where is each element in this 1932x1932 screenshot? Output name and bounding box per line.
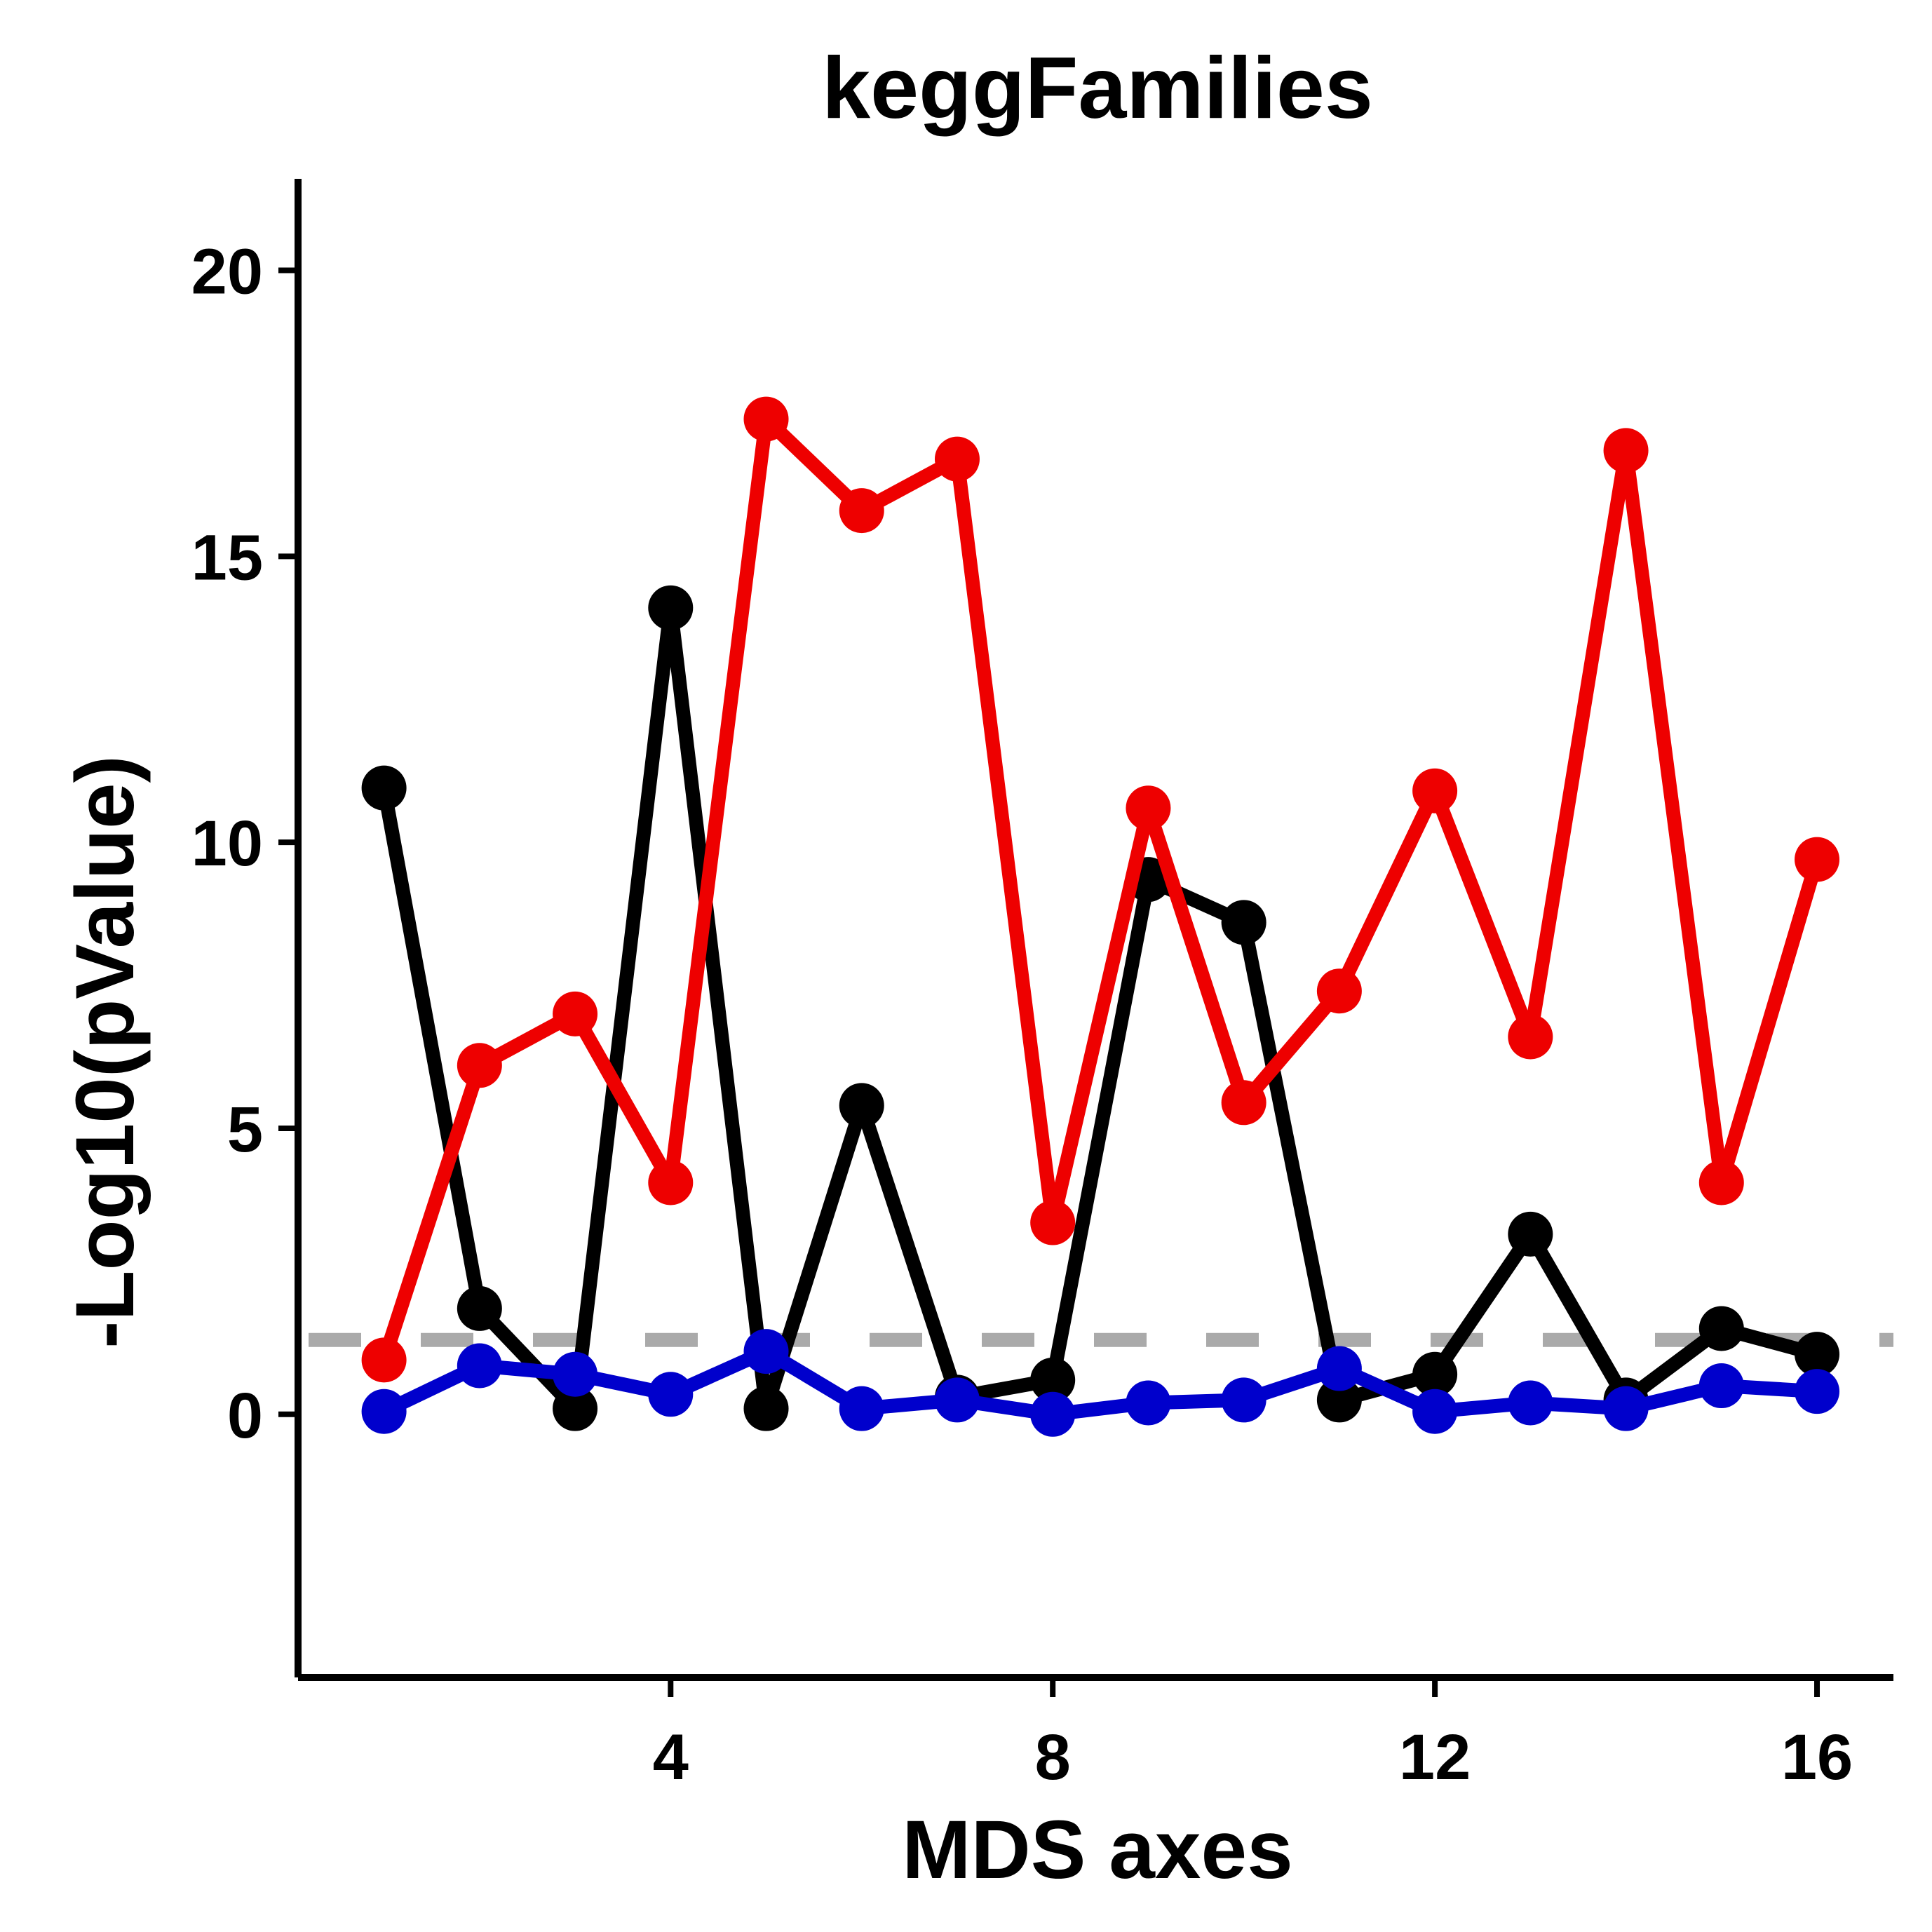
x-tick-label-0: 4 [653,1722,689,1793]
series-0-point-6 [839,1083,884,1128]
y-tick-label-3: 15 [191,522,263,593]
x-tick-label-2: 12 [1399,1722,1471,1793]
series-2-point-7 [934,1377,980,1423]
series-1 [361,396,1840,1383]
series-1-point-8 [1030,1200,1076,1245]
y-axis-ticks: 0 5 10 15 20 [191,236,298,1452]
series-1-point-10 [1221,1080,1266,1126]
series-0-point-8 [1030,1357,1076,1403]
series-2-point-6 [839,1386,884,1431]
chart-title: keggFamilies [822,40,1373,137]
series-1-point-12 [1412,768,1458,813]
series-0-point-15 [1698,1306,1744,1351]
y-tick-label-1: 5 [227,1094,263,1166]
series-1-point-7 [934,436,980,482]
series-0-point-2 [457,1285,502,1331]
x-tick-label-1: 8 [1035,1722,1071,1793]
y-axis-label: -Log10(pValue) [59,755,151,1349]
series-2-point-4 [648,1372,694,1417]
series-0-point-5 [743,1386,789,1431]
y-tick-label-0: 0 [227,1380,263,1452]
series-1-point-9 [1126,785,1171,831]
series-1-point-16 [1795,837,1840,882]
series-2-point-1 [361,1389,407,1434]
series-2-point-11 [1316,1346,1362,1391]
y-tick-label-4: 20 [191,236,263,308]
series-1-point-11 [1316,968,1362,1014]
series-line-1 [377,412,1825,1367]
series-1-point-15 [1698,1160,1744,1205]
series-1-point-1 [361,1337,407,1383]
series-2-point-16 [1795,1369,1840,1414]
series-1-point-6 [839,488,884,534]
series-2-point-9 [1126,1380,1171,1426]
series-2-point-5 [743,1329,789,1374]
series-1-point-14 [1603,428,1649,473]
series-0-point-11 [1316,1377,1362,1423]
series-2-point-8 [1030,1391,1076,1437]
series-line-0 [377,600,1825,1416]
series-1-point-4 [648,1160,694,1205]
series-2-point-2 [457,1343,502,1389]
series-0-point-10 [1221,900,1266,945]
y-tick-label-2: 10 [191,808,263,879]
x-axis-ticks: 4 8 12 16 [653,1677,1853,1793]
x-axis-label: MDS axes [902,1804,1293,1896]
series-0-point-3 [553,1386,598,1431]
series-1-point-13 [1508,1014,1553,1060]
series-2-point-3 [553,1351,598,1397]
series-1-point-2 [457,1043,502,1088]
x-tick-label-3: 16 [1781,1722,1853,1793]
series-0-point-16 [1795,1332,1840,1377]
series-2-point-15 [1698,1363,1744,1409]
series-2-point-10 [1221,1377,1266,1423]
series-1-point-5 [743,396,789,442]
series-0-point-12 [1412,1351,1458,1397]
series-0-point-4 [648,585,694,630]
series-line-2 [377,1344,1825,1421]
series-2-point-12 [1412,1389,1458,1434]
series-1-point-3 [553,991,598,1036]
series-2-point-13 [1508,1380,1553,1426]
series-0-point-1 [361,765,407,811]
series-2-point-14 [1603,1386,1649,1431]
series-0-point-13 [1508,1211,1553,1257]
series-layer [361,396,1840,1437]
series-2 [361,1329,1840,1437]
